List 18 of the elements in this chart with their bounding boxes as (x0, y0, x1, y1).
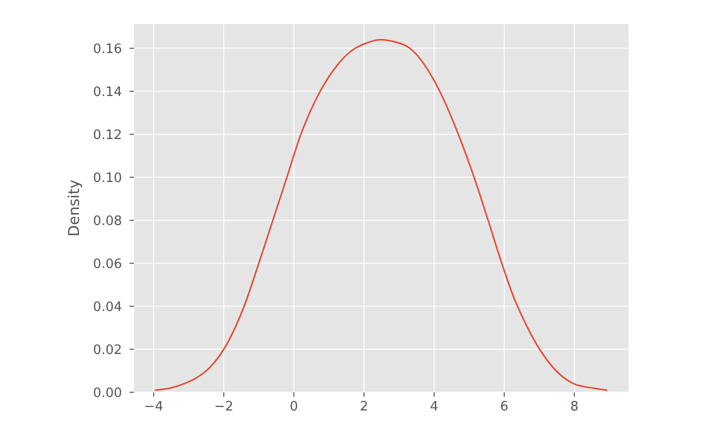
x-tick-label: 4 (430, 399, 438, 414)
y-tick-label: 0.08 (93, 214, 122, 229)
x-tick-label: 0 (290, 399, 298, 414)
x-tick-label: −2 (214, 399, 234, 414)
y-axis-title: Density (65, 180, 83, 237)
x-tick-label: 6 (500, 399, 508, 414)
y-tick-label: 0.10 (93, 170, 122, 186)
y-tick-label: 0.14 (93, 84, 122, 100)
line-series (154, 38, 608, 391)
x-tick-label: −4 (144, 399, 164, 414)
x-tick-label: 2 (360, 399, 368, 414)
y-tick-label: 0.16 (93, 42, 122, 57)
y-tick-label: 0.06 (93, 256, 122, 272)
y-tick-label: 0.02 (93, 342, 122, 358)
x-tick-label: 8 (570, 399, 578, 414)
y-tick-label: 0.00 (93, 386, 122, 401)
y-tick-label: 0.12 (93, 128, 122, 143)
y-tick-label: 0.04 (93, 300, 122, 315)
